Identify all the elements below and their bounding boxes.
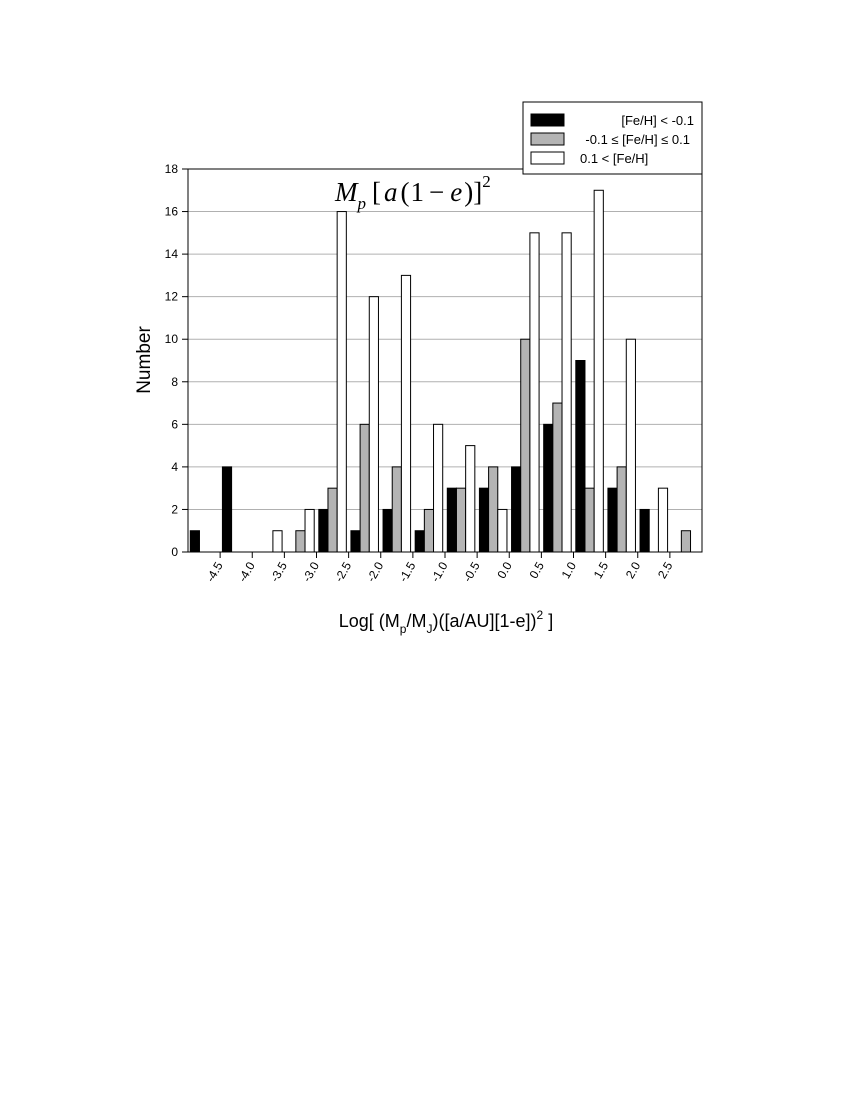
title-mass-sub: p xyxy=(357,194,367,213)
bar xyxy=(391,466,402,553)
bar xyxy=(304,508,315,553)
bar xyxy=(189,530,200,553)
x-tick-label: -3.0 xyxy=(300,559,323,584)
bar xyxy=(529,232,540,553)
y-tick-label: 0 xyxy=(171,545,178,559)
bar xyxy=(446,487,457,553)
bar xyxy=(400,274,412,553)
title-one: 1 xyxy=(411,177,425,207)
x-tick-label: 0.5 xyxy=(527,559,548,581)
x-axis-label: Log[ (Mp/MJ)([a/AU][1-e])2 ] xyxy=(339,608,553,636)
y-tick-label: 4 xyxy=(171,460,178,474)
title-mass: M xyxy=(334,177,359,207)
bar xyxy=(607,487,618,553)
y-axis-label: Number xyxy=(134,326,155,394)
x-tick-label: 1.0 xyxy=(559,559,580,581)
bar xyxy=(336,211,347,553)
bar xyxy=(657,487,669,553)
chart-title: Mp [a (1− e)]2 xyxy=(334,172,491,213)
bar xyxy=(625,338,636,553)
bar xyxy=(593,189,604,553)
bar xyxy=(465,445,476,553)
y-tick-label: 10 xyxy=(165,332,179,346)
title-close: ] xyxy=(473,177,482,207)
x-tick-label: -2.0 xyxy=(364,559,387,584)
bar xyxy=(511,466,522,553)
y-ticks: 0 2 4 6 8 10 12 14 16 18 xyxy=(165,162,188,559)
legend-swatch-low xyxy=(530,113,565,127)
gridlines xyxy=(188,211,702,510)
bar xyxy=(478,487,490,553)
bars xyxy=(189,189,692,553)
x-tick-label: -0.5 xyxy=(460,559,483,584)
bar xyxy=(272,530,283,553)
legend-label-mid: -0.1 ≤ [Fe/H] ≤ 0.1 xyxy=(585,132,690,147)
y-tick-label: 2 xyxy=(171,502,178,516)
title-a: a xyxy=(384,177,398,207)
x-tick-label: -2.5 xyxy=(332,559,355,584)
x-tick-label: 2.5 xyxy=(655,559,676,581)
title-power: 2 xyxy=(482,172,491,191)
bar xyxy=(423,508,435,553)
bar xyxy=(543,423,554,553)
title-open: [ xyxy=(372,177,381,207)
x-tick-label: 2.0 xyxy=(623,559,644,581)
y-tick-label: 6 xyxy=(171,417,178,431)
x-tick-label: -3.5 xyxy=(268,559,291,584)
y-tick-label: 16 xyxy=(165,205,179,219)
legend: [Fe/H] < -0.1 -0.1 ≤ [Fe/H] ≤ 0.1 0.1 < … xyxy=(522,101,703,175)
x-tick-label: -1.0 xyxy=(428,559,451,584)
bar xyxy=(359,423,370,553)
bar xyxy=(221,466,233,553)
bar xyxy=(368,296,379,553)
legend-label-low: [Fe/H] < -0.1 xyxy=(621,113,694,128)
bar xyxy=(433,423,444,553)
bar xyxy=(455,487,467,553)
bar xyxy=(575,360,586,553)
bar xyxy=(318,508,329,553)
bar xyxy=(497,508,508,553)
bar xyxy=(552,402,563,553)
bar xyxy=(295,530,306,553)
x-tick-label: 0.0 xyxy=(494,559,515,581)
y-tick-label: 18 xyxy=(165,162,179,176)
x-tick-label: -4.0 xyxy=(235,559,258,584)
bar xyxy=(382,508,393,553)
title-paren-close: ) xyxy=(464,177,473,207)
bar xyxy=(488,466,499,553)
x-tick-label: -1.5 xyxy=(396,559,419,584)
y-tick-label: 12 xyxy=(165,290,179,304)
bar xyxy=(350,530,361,553)
bar xyxy=(414,530,425,553)
bar xyxy=(327,487,338,553)
bar xyxy=(584,487,595,553)
title-e: e xyxy=(450,177,462,207)
x-tick-label: -4.5 xyxy=(203,559,226,584)
bar xyxy=(639,508,650,553)
bar xyxy=(561,232,572,553)
y-tick-label: 8 xyxy=(171,375,178,389)
title-minus: − xyxy=(429,177,444,207)
legend-swatch-mid xyxy=(530,132,565,146)
bar xyxy=(680,530,692,553)
y-tick-label: 14 xyxy=(165,247,179,261)
legend-swatch-high xyxy=(530,151,565,165)
bar xyxy=(520,338,531,553)
title-paren-open: ( xyxy=(401,177,410,207)
x-ticks: -4.5 -4.0 -3.5 -3.0 -2.5 -2.0 -1.5 -1.0 -0.5 0.0 0… xyxy=(203,552,676,584)
legend-label-high: 0.1 < [Fe/H] xyxy=(580,151,648,166)
x-tick-label: 1.5 xyxy=(591,559,612,581)
bar xyxy=(616,466,627,553)
